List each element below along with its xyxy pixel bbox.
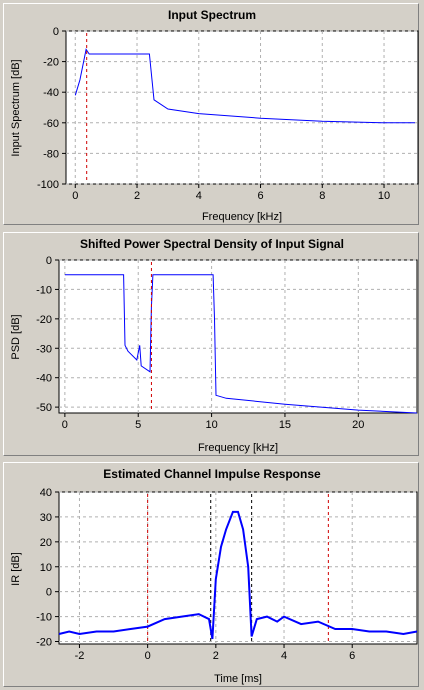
- chart-title: Shifted Power Spectral Density of Input …: [80, 237, 344, 251]
- x-tick-label: 0: [72, 190, 78, 202]
- panel-shifted-psd: Shifted Power Spectral Density of Input …: [3, 232, 419, 456]
- x-tick-label: 0: [145, 650, 151, 662]
- x-tick-label: 6: [349, 650, 355, 662]
- chart-impulse-response: Estimated Channel Impulse Response -2 0 2 4…: [10, 467, 418, 685]
- plot-area: [65, 30, 419, 185]
- x-tick-label: 0: [62, 419, 68, 431]
- y-tick-label: -20: [36, 314, 52, 326]
- panel-input-spectrum: Input Spectrum 0 2 4 6 8 10 0 -20 -40 -60 -80 -100 …: [3, 3, 419, 225]
- y-axis-label: Input Spectrum [dB]: [10, 59, 22, 156]
- chart-title: Input Spectrum: [168, 8, 256, 22]
- series-line: [58, 510, 418, 640]
- y-tick-label: 30: [40, 512, 52, 524]
- plot-area: [58, 259, 418, 414]
- y-tick-label: 10: [40, 562, 52, 574]
- chart-title: Estimated Channel Impulse Response: [103, 467, 321, 481]
- series-line: [64, 274, 418, 414]
- y-tick-label: 20: [40, 537, 52, 549]
- y-tick-label: 0: [46, 255, 52, 267]
- x-tick-label: 4: [196, 190, 202, 202]
- x-axis-label: Frequency [kHz]: [198, 442, 278, 454]
- y-tick-label: -50: [36, 402, 52, 414]
- y-tick-label: -10: [36, 284, 52, 296]
- y-tick-label: 40: [40, 487, 52, 499]
- x-tick-label: 20: [352, 419, 364, 431]
- y-tick-label: 0: [53, 26, 59, 38]
- y-tick-label: -20: [36, 637, 52, 649]
- x-tick-label: 4: [281, 650, 287, 662]
- x-tick-label: 5: [135, 419, 141, 431]
- x-tick-label: 2: [213, 650, 219, 662]
- x-tick-label: 2: [134, 190, 140, 202]
- y-tick-label: -40: [36, 373, 52, 385]
- y-tick-label: 0: [46, 587, 52, 599]
- x-axis-label: Time [ms]: [214, 673, 262, 685]
- series-line: [74, 48, 415, 124]
- x-tick-label: 10: [205, 419, 217, 431]
- chart-input-spectrum: Input Spectrum 0 2 4 6 8 100-20-40-60-80-100 …: [10, 8, 419, 223]
- x-tick-label: 8: [319, 190, 325, 202]
- y-axis-label: IR [dB]: [10, 552, 22, 586]
- chart-shifted-psd: Shifted Power Spectral Density of Input …: [10, 237, 418, 454]
- x-axis-label: Frequency [kHz]: [202, 211, 282, 223]
- y-tick-label: -60: [43, 118, 59, 130]
- x-tick-label: 6: [257, 190, 263, 202]
- x-tick-label: -2: [75, 650, 85, 662]
- y-axis-label: PSD [dB]: [10, 314, 22, 359]
- y-tick-label: -100: [37, 179, 59, 191]
- y-tick-label: -40: [43, 87, 59, 99]
- y-tick-label: -10: [36, 612, 52, 624]
- plot-area: [58, 491, 418, 645]
- y-tick-label: -80: [43, 148, 59, 160]
- panel-impulse-response: Estimated Channel Impulse Response -2 0 2 4…: [3, 462, 419, 687]
- y-tick-label: -30: [36, 343, 52, 355]
- x-tick-label: 15: [279, 419, 291, 431]
- x-tick-label: 10: [378, 190, 390, 202]
- y-tick-label: -20: [43, 57, 59, 69]
